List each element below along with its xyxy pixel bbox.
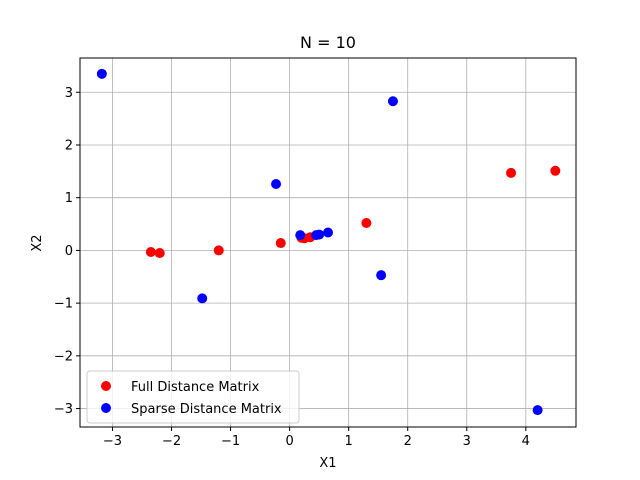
x-tick-label: 1: [345, 434, 353, 449]
y-tick-label: −3: [54, 402, 73, 417]
legend-marker-full: [101, 381, 111, 391]
legend-marker-sparse: [101, 403, 111, 413]
x-tick-label: −2: [162, 434, 181, 449]
full-matrix-point: [275, 238, 286, 249]
sparse-matrix-point: [532, 405, 543, 416]
sparse-matrix-point: [271, 178, 282, 189]
sparse-matrix-point: [295, 230, 306, 241]
full-matrix-point: [213, 245, 224, 256]
sparse-matrix-point: [314, 229, 325, 240]
sparse-matrix-point: [376, 270, 387, 281]
y-tick-label: −1: [54, 297, 73, 312]
legend: Full Distance Matrix Sparse Distance Mat…: [86, 370, 300, 424]
x-axis-label: X1: [319, 456, 336, 471]
sparse-matrix-point: [387, 96, 398, 107]
axis-ticks: −3 −2 −1 0 1 2 3 4 −3 −2 −1 0 1 2 3: [54, 86, 530, 449]
full-matrix-point: [361, 217, 372, 228]
full-matrix-point: [506, 167, 517, 178]
x-tick-label: −1: [221, 434, 240, 449]
x-tick-label: −3: [103, 434, 122, 449]
full-matrix-point: [145, 246, 156, 257]
y-tick-label: 2: [65, 138, 73, 153]
sparse-matrix-point: [323, 227, 333, 238]
x-tick-label: 2: [404, 434, 412, 449]
x-tick-label: 4: [522, 434, 530, 449]
plot-frame: [79, 57, 577, 428]
legend-box: [86, 370, 300, 424]
y-tick-label: 1: [65, 191, 73, 206]
sparse-matrix-point: [96, 68, 107, 79]
y-tick-label: 0: [65, 244, 73, 259]
full-matrix-point: [154, 248, 165, 259]
chart-title: N = 10: [300, 33, 356, 52]
x-tick-label: 0: [285, 434, 293, 449]
x-tick-label: 3: [463, 434, 471, 449]
sparse-matrix-point: [197, 293, 208, 304]
y-tick-label: −2: [54, 349, 73, 364]
y-axis-label: X2: [30, 234, 45, 251]
y-tick-label: 3: [65, 86, 73, 101]
legend-label-sparse: Sparse Distance Matrix: [131, 402, 282, 417]
data-points: [96, 68, 561, 416]
legend-label-full: Full Distance Matrix: [131, 380, 260, 395]
full-matrix-point: [550, 165, 561, 176]
